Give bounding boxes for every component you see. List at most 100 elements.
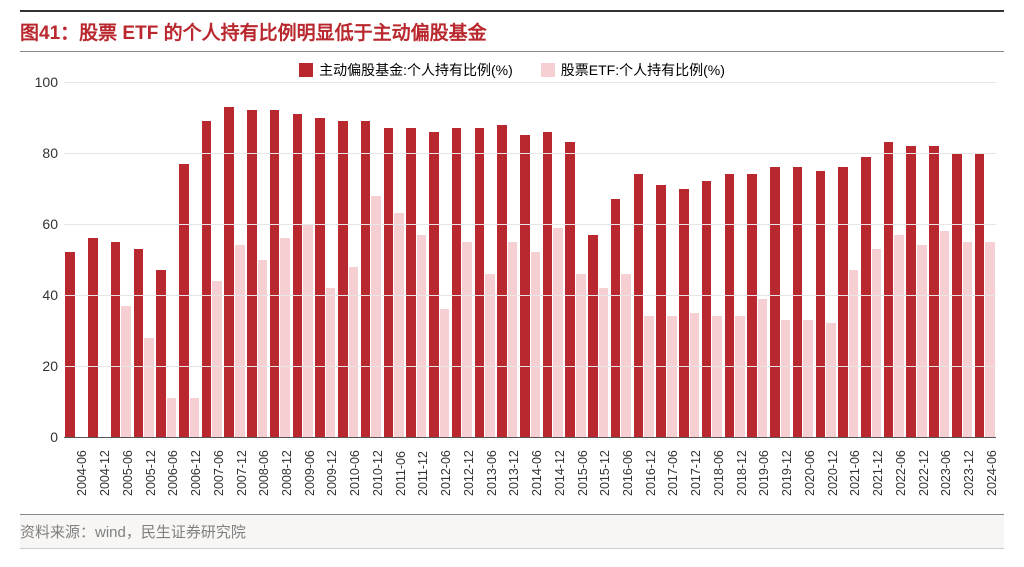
- bar-etf: [872, 249, 882, 437]
- legend-label: 股票ETF:个人持有比例(%): [561, 60, 725, 80]
- source-footer: 资料来源：wind，民生证券研究院: [20, 514, 1004, 549]
- legend-swatch: [541, 63, 555, 77]
- bar-active: [611, 199, 621, 437]
- bar-etf: [781, 320, 791, 437]
- bar-active: [179, 164, 189, 437]
- bar-group: [223, 82, 246, 437]
- x-tick-label: 2010-12: [360, 438, 383, 510]
- x-tick-label: 2017-06: [655, 438, 678, 510]
- bar-group: [405, 82, 428, 437]
- x-tick-label: 2018-12: [723, 438, 746, 510]
- bar-group: [951, 82, 974, 437]
- bar-group: [746, 82, 769, 437]
- bar-etf: [531, 252, 541, 437]
- x-tick-label: 2024-06: [973, 438, 996, 510]
- x-tick-label: 2011-12: [405, 438, 428, 510]
- bar-group: [564, 82, 587, 437]
- bar-etf: [371, 196, 381, 437]
- bar-group: [428, 82, 451, 437]
- bars-layer: [64, 82, 996, 437]
- x-tick-label: 2009-06: [291, 438, 314, 510]
- bar-group: [814, 82, 837, 437]
- x-tick-label: 2021-06: [837, 438, 860, 510]
- bar-active: [679, 189, 689, 438]
- x-tick-label: 2022-06: [882, 438, 905, 510]
- x-tick-label: 2006-06: [155, 438, 178, 510]
- bar-etf: [644, 316, 654, 437]
- bar-group: [882, 82, 905, 437]
- bar-active: [406, 128, 416, 437]
- x-tick-label: 2014-06: [519, 438, 542, 510]
- bar-group: [178, 82, 201, 437]
- bar-active: [270, 110, 280, 437]
- x-tick-label: 2014-12: [541, 438, 564, 510]
- bar-active: [929, 146, 939, 437]
- bar-etf: [326, 288, 336, 437]
- gridline: [64, 366, 996, 367]
- gridline: [64, 295, 996, 296]
- gridline: [64, 153, 996, 154]
- bar-etf: [917, 245, 927, 437]
- x-tick-label: 2005-06: [109, 438, 132, 510]
- bar-active: [429, 132, 439, 437]
- bar-active: [520, 135, 530, 437]
- bar-active: [838, 167, 848, 437]
- bar-active: [702, 181, 712, 437]
- legend-label: 主动偏股基金:个人持有比例(%): [319, 60, 513, 80]
- bar-etf: [190, 398, 200, 437]
- bar-etf: [258, 260, 268, 438]
- bar-active: [656, 185, 666, 437]
- bar-group: [109, 82, 132, 437]
- bar-active: [293, 114, 303, 437]
- gridline: [64, 224, 996, 225]
- x-tick-label: 2008-06: [246, 438, 269, 510]
- bar-group: [519, 82, 542, 437]
- bar-group: [678, 82, 701, 437]
- legend-item: 股票ETF:个人持有比例(%): [541, 60, 725, 80]
- bar-active: [497, 125, 507, 437]
- bar-active: [134, 249, 144, 437]
- x-tick-label: 2007-06: [200, 438, 223, 510]
- x-tick-label: 2006-12: [178, 438, 201, 510]
- bar-etf: [667, 316, 677, 437]
- x-tick-label: 2004-12: [87, 438, 110, 510]
- x-tick-label: 2016-06: [610, 438, 633, 510]
- bar-etf: [440, 309, 450, 437]
- x-tick-label: 2005-12: [132, 438, 155, 510]
- x-tick-label: 2020-06: [792, 438, 815, 510]
- bar-active: [793, 167, 803, 437]
- bar-group: [655, 82, 678, 437]
- bar-active: [452, 128, 462, 437]
- y-tick-label: 0: [26, 430, 58, 444]
- bar-group: [701, 82, 724, 437]
- bar-etf: [508, 242, 518, 437]
- x-tick-label: 2012-06: [428, 438, 451, 510]
- bar-etf: [599, 288, 609, 437]
- bar-active: [861, 157, 871, 437]
- bar-group: [314, 82, 337, 437]
- bar-etf: [394, 213, 404, 437]
- x-tick-label: 2015-12: [587, 438, 610, 510]
- bar-etf: [349, 267, 359, 437]
- x-tick-label: 2012-12: [450, 438, 473, 510]
- bar-group: [632, 82, 655, 437]
- bar-group: [792, 82, 815, 437]
- bar-etf: [212, 281, 222, 437]
- x-tick-label: 2018-06: [701, 438, 724, 510]
- bar-group: [64, 82, 87, 437]
- bar-active: [770, 167, 780, 437]
- bar-etf: [803, 320, 813, 437]
- gridline: [64, 82, 996, 83]
- y-tick-label: 80: [26, 146, 58, 160]
- bar-etf: [735, 316, 745, 437]
- x-tick-label: 2017-12: [678, 438, 701, 510]
- bar-etf: [985, 242, 995, 437]
- bar-group: [360, 82, 383, 437]
- bar-etf: [712, 316, 722, 437]
- bar-active: [634, 174, 644, 437]
- bar-active: [384, 128, 394, 437]
- bar-active: [202, 121, 212, 437]
- bar-active: [725, 174, 735, 437]
- bar-active: [65, 252, 75, 437]
- bar-etf: [690, 313, 700, 437]
